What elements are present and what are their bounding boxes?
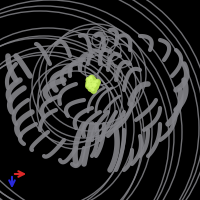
Circle shape: [95, 79, 100, 85]
Circle shape: [87, 84, 89, 86]
Circle shape: [92, 88, 94, 91]
Circle shape: [86, 80, 93, 87]
Circle shape: [89, 75, 94, 81]
Circle shape: [91, 88, 96, 93]
Circle shape: [86, 77, 92, 83]
Circle shape: [89, 78, 92, 81]
Circle shape: [96, 80, 98, 82]
Circle shape: [92, 81, 96, 84]
Circle shape: [89, 86, 91, 89]
Circle shape: [93, 83, 99, 88]
Circle shape: [88, 77, 96, 85]
Circle shape: [94, 84, 96, 86]
Circle shape: [89, 82, 96, 90]
Circle shape: [88, 85, 94, 91]
Circle shape: [90, 83, 93, 86]
Circle shape: [90, 76, 92, 78]
Circle shape: [92, 84, 98, 90]
Circle shape: [86, 83, 91, 89]
Circle shape: [91, 80, 99, 88]
Circle shape: [87, 81, 90, 84]
Circle shape: [93, 85, 95, 87]
Circle shape: [87, 78, 89, 80]
